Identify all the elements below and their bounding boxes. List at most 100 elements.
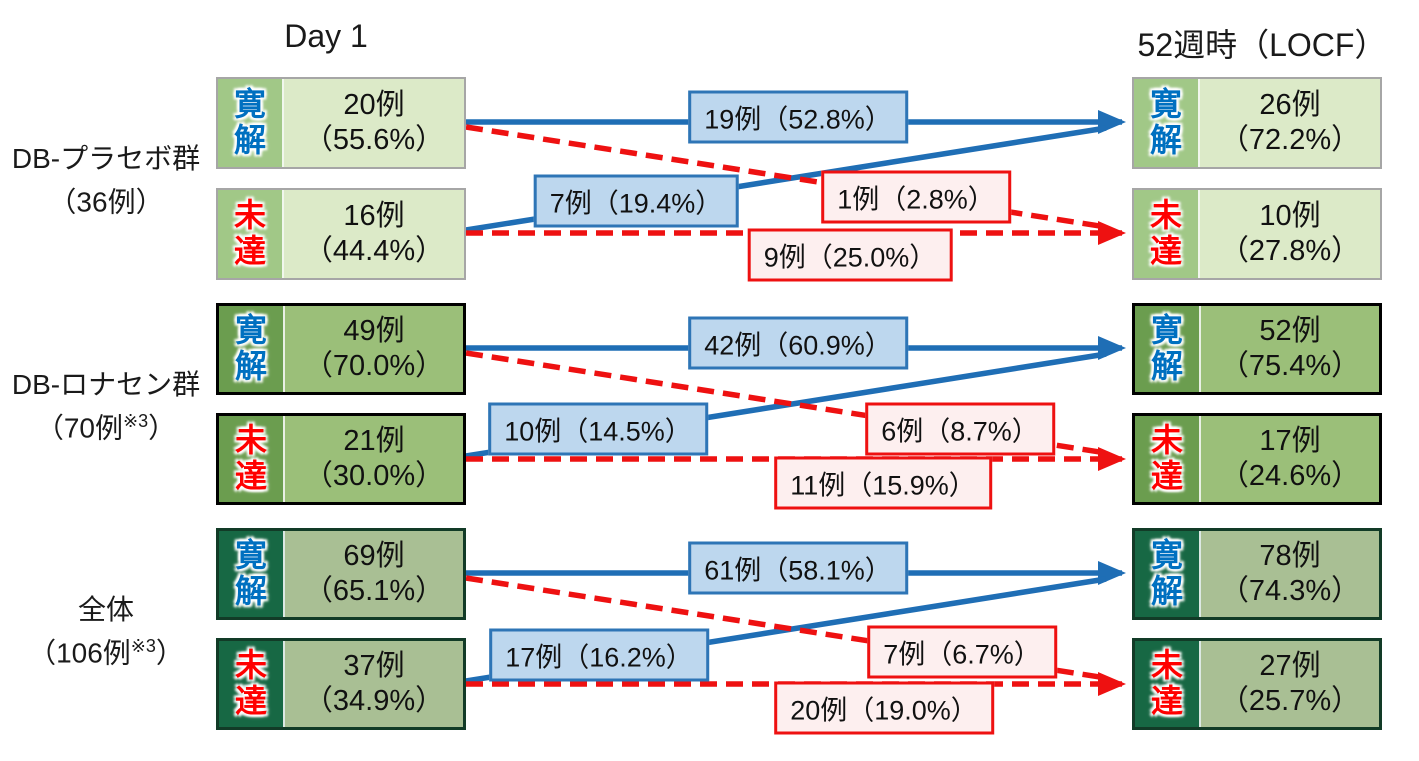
node-values: 27例 （25.7%） bbox=[1201, 641, 1379, 727]
percent: （74.3%） bbox=[1219, 575, 1361, 607]
state-label-not-achieved: 未達 bbox=[1134, 190, 1200, 278]
count: 27例 bbox=[1259, 649, 1321, 682]
state-label-not-achieved: 未達 bbox=[1135, 641, 1201, 727]
day1-remission-box-lonasen: 寛解 49例 （70.0%） bbox=[216, 303, 466, 395]
week52-notachieved-box-lonasen: 未達 17例 （24.6%） bbox=[1132, 413, 1382, 505]
state-label-remission: 寛解 bbox=[218, 79, 284, 167]
state-text: 寛解 bbox=[1150, 537, 1183, 609]
week52-remission-box-overall: 寛解 78例 （74.3%） bbox=[1132, 528, 1382, 620]
percent: （70.0%） bbox=[303, 350, 445, 382]
count: 78例 bbox=[1259, 539, 1321, 572]
group-size: （106例 bbox=[28, 637, 131, 669]
flow-label-rem-to-rem: 19例（52.8%） bbox=[688, 90, 908, 144]
group-name-line1: DB-ロナセン群 bbox=[11, 369, 201, 400]
flow-label-na-to-rem: 10例（14.5%） bbox=[488, 402, 708, 456]
state-label-remission: 寛解 bbox=[219, 531, 285, 617]
arrow-g1-rem-to-na bbox=[465, 124, 1107, 230]
state-label-not-achieved: 未達 bbox=[219, 641, 285, 727]
percent: （55.6%） bbox=[303, 124, 445, 156]
state-label-not-achieved: 未達 bbox=[218, 190, 284, 278]
state-text: 寛解 bbox=[1149, 86, 1182, 158]
count: 10例 bbox=[1259, 199, 1321, 232]
node-values: 26例 （72.2%） bbox=[1200, 79, 1380, 167]
state-text: 未達 bbox=[1149, 197, 1182, 269]
percent: （34.9%） bbox=[303, 685, 445, 717]
column-header-day1: Day 1 bbox=[284, 18, 368, 54]
count: 26例 bbox=[1259, 88, 1321, 121]
node-values: 49例 （70.0%） bbox=[285, 306, 463, 392]
flow-label-rem-to-na: 7例（6.7%） bbox=[867, 625, 1057, 679]
week52-notachieved-box-placebo: 未達 10例 （27.8%） bbox=[1132, 188, 1382, 280]
percent: （72.2%） bbox=[1219, 124, 1361, 156]
arrow-g2-rem-to-na bbox=[465, 350, 1107, 456]
flow-label-na-to-rem: 7例（19.4%） bbox=[533, 174, 739, 228]
day1-remission-box-placebo: 寛解 20例 （55.6%） bbox=[216, 77, 466, 169]
day1-notachieved-box-overall: 未達 37例 （34.9%） bbox=[216, 638, 466, 730]
group-size: （36例） bbox=[48, 186, 164, 218]
percent: （30.0%） bbox=[303, 460, 445, 492]
flow-label-rem-to-rem: 61例（58.1%） bbox=[688, 541, 908, 595]
state-text: 未達 bbox=[234, 647, 267, 719]
flow-label-na-to-na: 20例（19.0%） bbox=[774, 681, 994, 735]
arrow-g3-rem-to-na bbox=[465, 575, 1107, 681]
state-label-remission: 寛解 bbox=[1134, 79, 1200, 167]
group-label-placebo: DB-プラセボ群 （36例） bbox=[0, 141, 212, 220]
state-text: 未達 bbox=[1150, 422, 1183, 494]
count: 17例 bbox=[1259, 424, 1321, 457]
day1-notachieved-box-lonasen: 未達 21例 （30.0%） bbox=[216, 413, 466, 505]
percent: （65.1%） bbox=[303, 575, 445, 607]
flow-label-na-to-na: 9例（25.0%） bbox=[747, 228, 953, 282]
footnote-marker: ※3 bbox=[123, 411, 149, 431]
flow-label-rem-to-na: 1例（2.8%） bbox=[821, 170, 1011, 224]
state-label-remission: 寛解 bbox=[219, 306, 285, 392]
flow-label-na-to-na: 11例（15.9%） bbox=[774, 456, 992, 510]
node-values: 52例 （75.4%） bbox=[1201, 306, 1379, 392]
state-label-not-achieved: 未達 bbox=[219, 416, 285, 502]
node-values: 17例 （24.6%） bbox=[1201, 416, 1379, 502]
percent: （24.6%） bbox=[1219, 460, 1361, 492]
group-size: （70例 bbox=[35, 412, 124, 444]
state-text: 未達 bbox=[1150, 647, 1183, 719]
percent: （27.8%） bbox=[1219, 235, 1361, 267]
state-text: 寛解 bbox=[234, 312, 267, 384]
node-values: 16例 （44.4%） bbox=[284, 190, 464, 278]
flow-label-rem-to-na: 6例（8.7%） bbox=[865, 402, 1055, 456]
count: 49例 bbox=[343, 314, 405, 347]
group-label-overall: 全体 （106例※3） bbox=[0, 592, 212, 671]
percent: （44.4%） bbox=[303, 235, 445, 267]
group-size-close: ） bbox=[148, 412, 177, 444]
count: 21例 bbox=[343, 424, 405, 457]
footnote-marker: ※3 bbox=[130, 636, 156, 656]
group-label-lonasen: DB-ロナセン群 （70例※3） bbox=[0, 367, 212, 446]
group-name-line2: （36例） bbox=[0, 177, 212, 220]
group-name-line2: （106例※3） bbox=[0, 628, 212, 671]
state-text: 寛解 bbox=[1150, 312, 1183, 384]
node-values: 78例 （74.3%） bbox=[1201, 531, 1379, 617]
percent: （75.4%） bbox=[1219, 350, 1361, 382]
node-values: 21例 （30.0%） bbox=[285, 416, 463, 502]
count: 69例 bbox=[343, 539, 405, 572]
count: 52例 bbox=[1259, 314, 1321, 347]
flow-label-na-to-rem: 17例（16.2%） bbox=[489, 628, 709, 682]
state-label-remission: 寛解 bbox=[1135, 531, 1201, 617]
state-text: 未達 bbox=[233, 197, 266, 269]
count: 37例 bbox=[343, 649, 405, 682]
group-name-line1: DB-プラセボ群 bbox=[11, 143, 201, 174]
node-values: 69例 （65.1%） bbox=[285, 531, 463, 617]
count: 20例 bbox=[343, 88, 405, 121]
week52-notachieved-box-overall: 未達 27例 （25.7%） bbox=[1132, 638, 1382, 730]
week52-remission-box-lonasen: 寛解 52例 （75.4%） bbox=[1132, 303, 1382, 395]
week52-remission-box-placebo: 寛解 26例 （72.2%） bbox=[1132, 77, 1382, 169]
state-text: 寛解 bbox=[233, 86, 266, 158]
day1-remission-box-overall: 寛解 69例 （65.1%） bbox=[216, 528, 466, 620]
group-name-line2: （70例※3） bbox=[0, 403, 212, 446]
state-label-not-achieved: 未達 bbox=[1135, 416, 1201, 502]
state-text: 未達 bbox=[234, 422, 267, 494]
group-name-line1: 全体 bbox=[77, 594, 134, 625]
column-header-week52: 52週時（LOCF） bbox=[1137, 27, 1387, 63]
day1-notachieved-box-placebo: 未達 16例 （44.4%） bbox=[216, 188, 466, 280]
node-values: 37例 （34.9%） bbox=[285, 641, 463, 727]
percent: （25.7%） bbox=[1219, 685, 1361, 717]
node-values: 10例 （27.8%） bbox=[1200, 190, 1380, 278]
